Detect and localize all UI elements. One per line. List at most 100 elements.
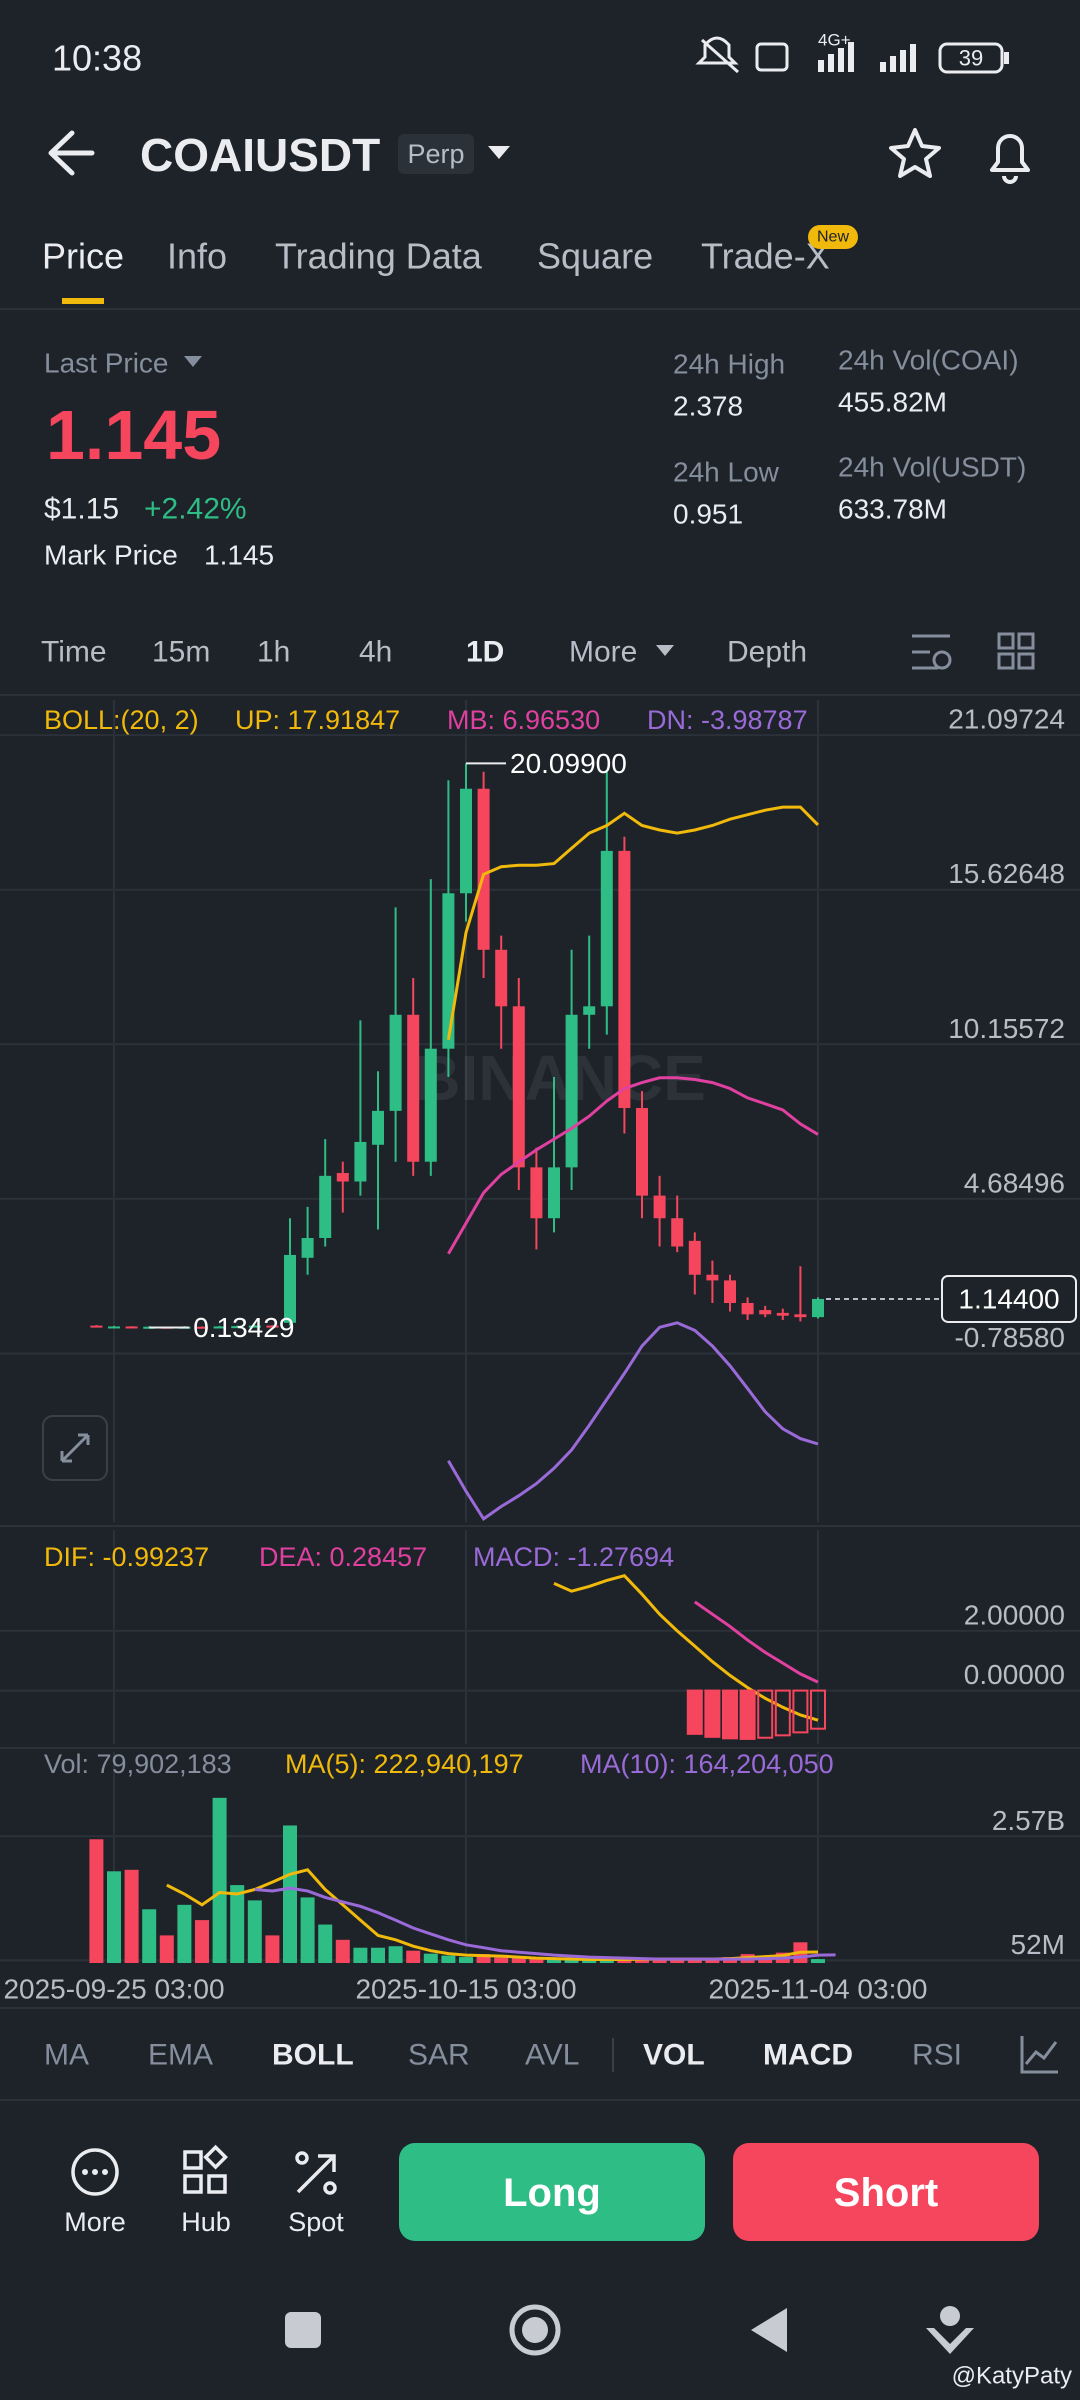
tab[interactable]: Price [42,236,124,277]
macd-bar [722,1689,738,1740]
volume-label: Vol: 79,902,183 [44,1749,232,1779]
long-label[interactable]: Long [503,2171,601,2215]
tab[interactable]: Trade-X [701,236,830,277]
action-label[interactable]: Spot [288,2207,344,2237]
last-price-label: 1.14400 [958,1283,1059,1314]
contract-badge [398,134,474,174]
hub-icon[interactable] [183,2144,228,2194]
tab[interactable]: Square [537,236,653,277]
spot-icon[interactable] [295,2151,337,2195]
candle-body [354,1141,367,1182]
nav-back[interactable] [751,2308,787,2352]
volume-bar [124,1869,139,1963]
y-tick-label: 52M [1011,1929,1065,1960]
short-label[interactable]: Short [834,2171,938,2215]
candle-body [583,1006,596,1015]
indicator-active[interactable]: VOL [643,2039,705,2072]
volume-bar [265,1935,280,1963]
last-price-label[interactable]: Last Price [44,348,169,379]
interval[interactable]: Time [41,636,107,669]
indicator[interactable]: AVL [525,2039,579,2072]
indicator[interactable]: RSI [912,2039,962,2072]
candle-body [636,1108,648,1196]
candle-body [688,1240,701,1275]
interval[interactable]: 1h [257,636,290,669]
volume-bar [547,1959,561,1963]
indicator-line [446,805,820,1040]
volume-bar [353,1947,368,1963]
volume-bar [371,1947,385,1963]
indicator-line [553,1574,819,1722]
indicator[interactable]: SAR [408,2039,470,2072]
macd-bar [774,1689,791,1737]
candle-body [266,1325,279,1328]
nav-home-dot [522,2317,548,2343]
back-button[interactable] [48,130,95,176]
y-tick-label: 2.00000 [964,1599,1065,1630]
candle-body [460,788,472,894]
nav-home[interactable] [509,2304,561,2356]
candle-body [372,1110,384,1145]
indicator-settings[interactable] [1020,2036,1058,2074]
volume-bar [494,1957,509,1963]
candle-body [90,1325,103,1328]
candle-body [759,1310,772,1315]
candle-body [248,1325,261,1328]
vol-usdt: 633.78M [838,494,947,525]
action-label[interactable]: More [64,2207,126,2237]
indicator[interactable]: EMA [148,2039,213,2072]
more-dropdown[interactable] [656,645,674,656]
interval-active[interactable]: 1D [466,636,504,669]
symbol-dropdown[interactable] [488,146,510,159]
short-button[interactable] [733,2143,1039,2241]
interval[interactable]: 4h [359,636,392,669]
interval[interactable]: More [569,636,637,669]
more-icon[interactable] [71,2148,119,2196]
indicator-line [254,1886,836,1961]
volume-bar [388,1946,403,1963]
tab[interactable]: Trading Data [275,236,483,277]
volume-bar [283,1825,297,1963]
nav-assistant[interactable] [926,2306,974,2354]
price-change: +2.42% [144,493,247,526]
indicator-active[interactable]: BOLL [272,2039,354,2072]
indicator[interactable]: MA [44,2039,89,2072]
new-badge-text: New [817,229,849,246]
volume-bar [811,1959,825,1963]
indicator-active[interactable]: MACD [763,2039,853,2072]
volume-bar [195,1920,209,1963]
volume-bar [529,1959,544,1963]
x-tick-label: 2025-11-04 03:00 [709,1974,928,2005]
candle-body [653,1195,666,1219]
macd-bar [757,1689,774,1739]
candle-body [794,1314,807,1318]
low: 0.951 [673,499,743,530]
price-type-dropdown[interactable] [184,356,202,367]
candle-body [618,850,631,1109]
chart-settings-button[interactable] [912,634,952,670]
indicator-line [693,1600,819,1684]
clock: 10:38 [52,38,142,79]
macd-bar [704,1689,721,1738]
expand-button[interactable] [42,1415,108,1481]
symbol[interactable]: COAIUSDT [140,129,380,181]
candle-body [776,1312,789,1316]
candle-body [424,1048,437,1162]
alert-button[interactable] [990,134,1030,184]
legend-entry: DEA: 0.28457 [259,1542,427,1572]
long-button[interactable] [399,2143,705,2241]
mark-price: 1.145 [204,540,274,571]
interval[interactable]: Depth [727,636,807,669]
interval[interactable]: 15m [152,636,210,669]
tab[interactable]: Info [167,236,227,277]
status-icons [695,36,1009,74]
candle-body [600,850,613,1007]
favorite-button[interactable] [889,128,941,178]
layout-button[interactable] [997,632,1035,670]
action-label[interactable]: Hub [181,2207,231,2237]
contract-type: Perp [407,139,464,169]
nav-recents[interactable] [285,2312,321,2348]
extreme-label: 0.13429 [193,1312,294,1343]
candle-body [724,1280,736,1304]
candle-body [565,1014,578,1168]
